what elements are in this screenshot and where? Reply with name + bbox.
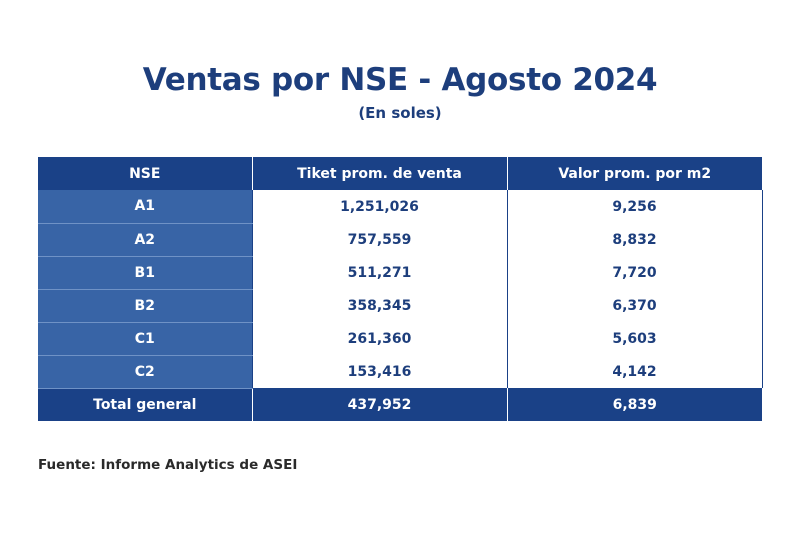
total-ticket: 437,952: [251, 388, 507, 421]
table-header-row: NSE Tiket prom. de venta Valor prom. por…: [38, 157, 762, 190]
column-header-ticket: Tiket prom. de venta: [251, 157, 507, 190]
cell-ticket: 757,559: [251, 223, 507, 256]
table-row: B1 511,271 7,720: [38, 256, 763, 290]
table-row: C1 261,360 5,603: [38, 322, 763, 356]
column-header-nse: NSE: [38, 157, 252, 190]
cell-ticket: 153,416: [251, 355, 507, 388]
table-row: B2 358,345 6,370: [38, 289, 763, 323]
cell-ticket: 358,345: [251, 289, 507, 322]
page-title: Ventas por NSE - Agosto 2024: [142, 62, 658, 98]
cell-valor: 8,832: [506, 223, 763, 256]
table-row: C2 153,416 4,142: [38, 355, 763, 389]
row-label-nse: B2: [38, 289, 252, 323]
table-row: A2 757,559 8,832: [38, 223, 763, 257]
total-label: Total general: [38, 388, 252, 421]
table-total-row: Total general 437,952 6,839: [38, 388, 762, 421]
row-label-nse: A2: [38, 223, 252, 257]
column-header-valor: Valor prom. por m2: [506, 157, 762, 190]
cell-ticket: 261,360: [251, 322, 507, 355]
source-note: Fuente: Informe Analytics de ASEI: [38, 457, 298, 473]
row-label-nse: C1: [38, 322, 252, 356]
page-subtitle: (En soles): [358, 104, 442, 122]
row-label-nse: B1: [38, 256, 252, 290]
row-label-nse: A1: [38, 190, 252, 224]
cell-valor: 6,370: [506, 289, 763, 322]
cell-valor: 9,256: [506, 190, 763, 223]
cell-valor: 4,142: [506, 355, 763, 388]
total-valor: 6,839: [506, 388, 762, 421]
table-row: A1 1,251,026 9,256: [38, 190, 763, 224]
sales-table: NSE Tiket prom. de venta Valor prom. por…: [38, 157, 763, 421]
cell-valor: 5,603: [506, 322, 763, 355]
row-label-nse: C2: [38, 355, 252, 389]
cell-ticket: 511,271: [251, 256, 507, 289]
cell-valor: 7,720: [506, 256, 763, 289]
cell-ticket: 1,251,026: [251, 190, 507, 223]
